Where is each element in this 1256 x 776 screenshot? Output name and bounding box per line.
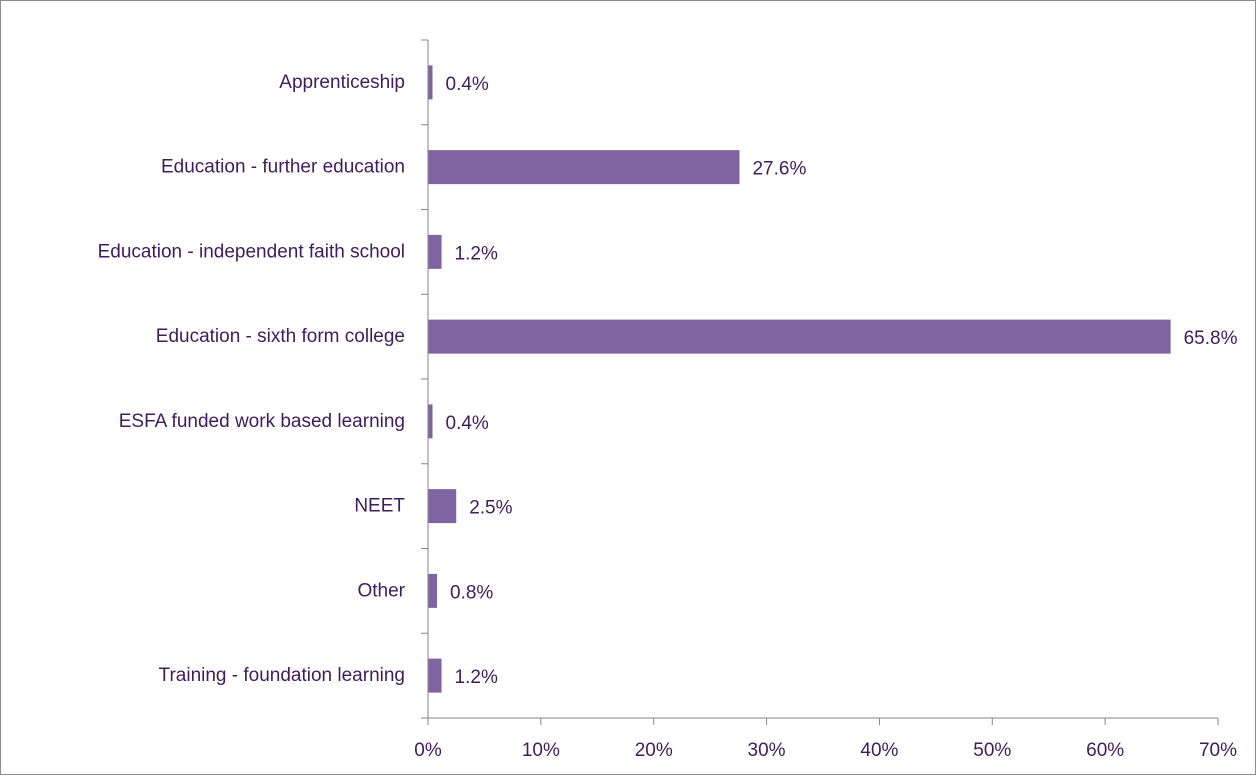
value-label: 1.2% xyxy=(455,667,498,688)
bar xyxy=(428,319,1171,354)
x-tick-label: 20% xyxy=(635,740,673,761)
category-label: Apprenticeship xyxy=(279,72,405,93)
x-tick-label: 60% xyxy=(1086,740,1124,761)
value-label: 2.5% xyxy=(469,498,512,519)
bar xyxy=(428,404,433,439)
category-label: Education - independent faith school xyxy=(98,241,405,262)
bar xyxy=(428,573,438,608)
bar xyxy=(428,489,457,524)
bar xyxy=(428,150,740,185)
x-tick-label: 70% xyxy=(1199,740,1237,761)
x-tick-label: 50% xyxy=(973,740,1011,761)
x-tick-label: 0% xyxy=(414,740,442,761)
bar xyxy=(428,658,442,693)
axes-group xyxy=(421,39,1219,725)
x-tick-label: 40% xyxy=(860,740,898,761)
bar xyxy=(428,65,433,100)
category-label: Other xyxy=(357,580,405,601)
value-label: 65.8% xyxy=(1184,328,1238,349)
category-label: Education - further education xyxy=(161,157,405,178)
category-label: Education - sixth form college xyxy=(156,326,405,347)
bars-group xyxy=(428,65,1171,693)
value-labels-group: 0.4% 27.6% 1.2% 65.8% 0.4% 2.5% 0.8% 1.2% xyxy=(446,74,1238,688)
value-label: 0.4% xyxy=(446,74,489,95)
x-tick-label: 30% xyxy=(748,740,786,761)
x-tick-labels-group: 0% 10% 20% 30% 40% 50% 60% 70% xyxy=(414,740,1237,761)
category-label: NEET xyxy=(354,496,405,517)
value-label: 1.2% xyxy=(455,243,498,264)
bar xyxy=(428,234,442,269)
value-label: 0.8% xyxy=(450,582,493,603)
category-label: ESFA funded work based learning xyxy=(119,411,405,432)
value-label: 0.4% xyxy=(446,413,489,434)
value-label: 27.6% xyxy=(752,159,806,180)
x-tick-label: 10% xyxy=(522,740,560,761)
category-labels-group: Apprenticeship Education - further educat… xyxy=(98,72,406,686)
category-label: Training - foundation learning xyxy=(159,665,405,686)
